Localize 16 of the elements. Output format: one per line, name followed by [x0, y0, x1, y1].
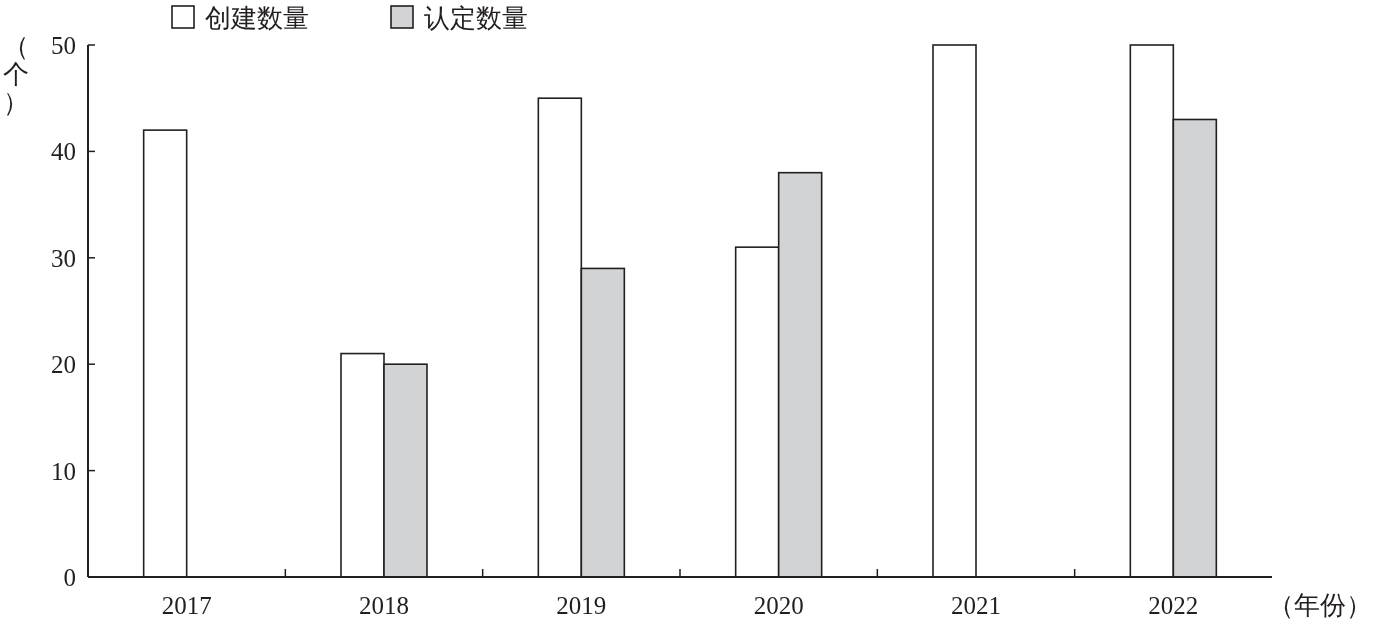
x-tick-label: 2017	[161, 592, 212, 619]
legend-label: 创建数量	[205, 4, 309, 33]
y-tick-label: 30	[51, 244, 76, 272]
y-tick-label: 0	[63, 564, 76, 591]
y-tick-label: 40	[51, 138, 76, 166]
x-tick-label: 2018	[359, 592, 409, 619]
y-tick-label: 50	[51, 32, 76, 59]
y-tick-label: 10	[51, 457, 76, 485]
x-tick-label: 2020	[753, 592, 804, 619]
x-tick-label: 2021	[951, 592, 1001, 619]
x-tick-label: 2022	[1148, 592, 1199, 619]
ylabel: （个）	[3, 32, 29, 117]
x-axis-title: （年份）	[1268, 591, 1372, 620]
y-tick-label: 20	[51, 351, 76, 379]
legend-label: 认定数量	[424, 4, 528, 33]
x-tick-label: 2019	[556, 592, 607, 619]
